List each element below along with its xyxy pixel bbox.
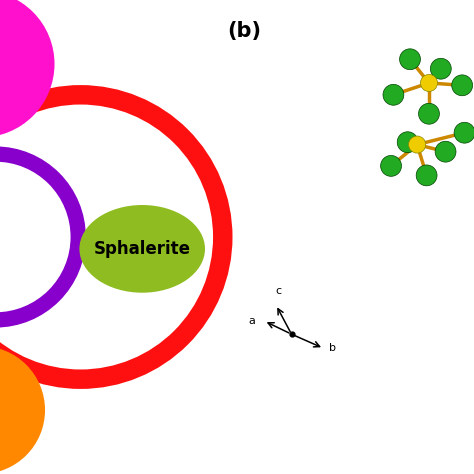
Circle shape — [419, 103, 439, 124]
Circle shape — [381, 155, 401, 176]
Circle shape — [0, 0, 55, 137]
Circle shape — [420, 74, 438, 91]
Text: Sphalerite: Sphalerite — [94, 240, 191, 258]
Text: (b): (b) — [227, 21, 261, 41]
Circle shape — [383, 84, 404, 105]
Circle shape — [435, 141, 456, 162]
Ellipse shape — [79, 205, 205, 293]
Circle shape — [400, 49, 420, 70]
Text: c: c — [275, 286, 281, 296]
Circle shape — [452, 75, 473, 96]
Text: a: a — [248, 316, 255, 326]
Circle shape — [397, 132, 418, 153]
Circle shape — [416, 165, 437, 186]
Text: b: b — [329, 343, 337, 354]
Circle shape — [409, 136, 426, 153]
Circle shape — [454, 122, 474, 143]
Circle shape — [430, 58, 451, 79]
Circle shape — [0, 346, 45, 474]
